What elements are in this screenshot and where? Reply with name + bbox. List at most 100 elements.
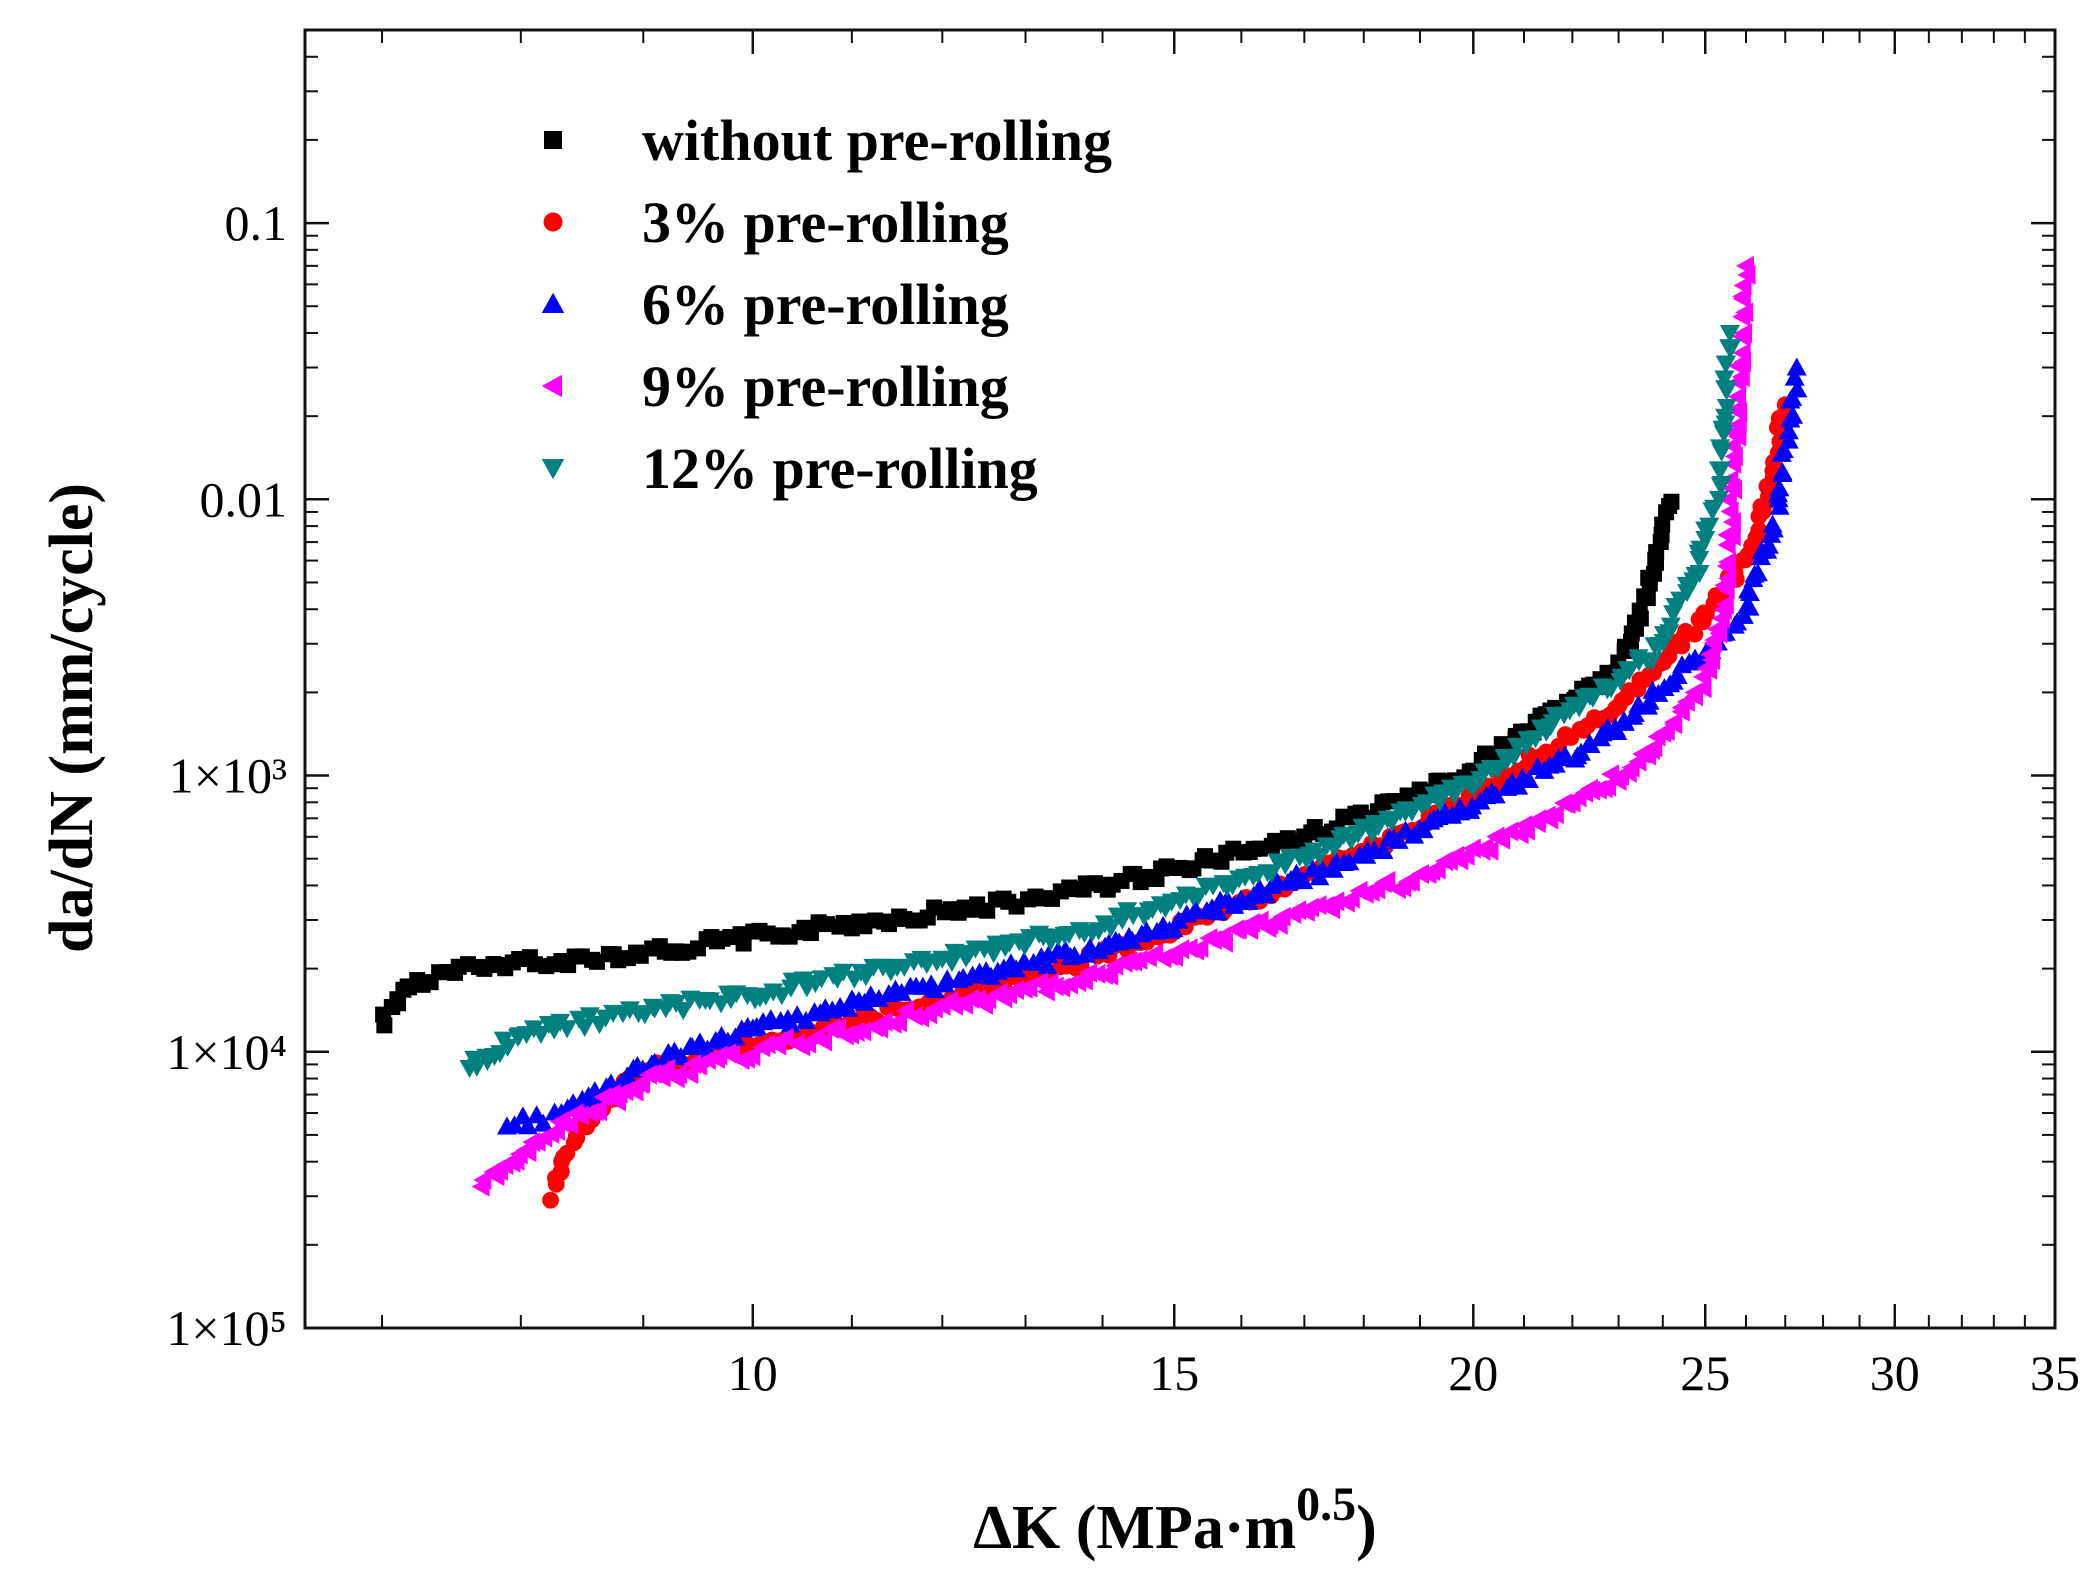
data-point [1709, 490, 1730, 509]
data-point [1272, 906, 1291, 927]
data-point [1129, 949, 1148, 970]
data-point [771, 987, 792, 1006]
series-2 [542, 396, 1794, 1209]
data-point [1462, 796, 1483, 815]
data-point [1293, 871, 1314, 890]
series-3 [496, 357, 1808, 1135]
data-point [1739, 597, 1760, 616]
data-point [466, 1058, 487, 1077]
data-point [1671, 701, 1690, 722]
data-point [1787, 379, 1808, 398]
data-point [1444, 786, 1465, 805]
legend-marker [544, 131, 562, 149]
data-point [673, 1002, 694, 1021]
data-point [1388, 830, 1409, 849]
data-point [924, 980, 945, 999]
x-tick-label: 20 [1448, 1345, 1498, 1401]
legend-marker [541, 459, 565, 480]
legend-marker [541, 374, 562, 398]
data-point [1783, 405, 1804, 424]
data-point [1750, 521, 1768, 539]
data-point [1739, 582, 1760, 601]
data-point [1758, 535, 1779, 554]
data-point [1624, 704, 1645, 723]
y-tick-label: 0.01 [200, 471, 288, 527]
y-tick-label: 1×10³ [169, 748, 287, 804]
data-point [1190, 938, 1209, 959]
data-point [1619, 662, 1640, 681]
data-point [560, 1114, 579, 1135]
data-point [1488, 760, 1509, 779]
data-point [1339, 852, 1360, 871]
y-axis-title: da/dN (mm/cycle) [38, 483, 106, 953]
data-point [1214, 932, 1233, 953]
data-point [589, 1101, 608, 1122]
data-point [1058, 926, 1079, 945]
data-point [1100, 965, 1119, 986]
data-point [615, 1081, 634, 1102]
data-point [818, 916, 835, 933]
data-point [542, 1191, 559, 1209]
legend-label: 3% pre-rolling [642, 190, 1009, 255]
data-point [1601, 680, 1622, 699]
data-point [1664, 712, 1683, 733]
x-axis-title: ΔK (MPa·m0.5) [973, 1478, 1377, 1562]
data-point [837, 998, 858, 1017]
x-axis-title-exponent: 0.5 [1296, 1478, 1356, 1531]
data-point [1663, 493, 1680, 510]
data-point [1256, 885, 1277, 904]
data-point [1571, 742, 1592, 761]
data-point [1087, 963, 1106, 984]
y-tick-label: 1×10⁴ [166, 1024, 287, 1080]
data-point [1667, 666, 1688, 685]
data-point [1733, 275, 1752, 296]
plot-frame [303, 28, 2057, 1330]
data-point [1708, 461, 1729, 480]
legend-marker [541, 292, 565, 313]
data-point [1700, 644, 1719, 665]
data-point [855, 968, 876, 987]
data-point [1326, 891, 1345, 912]
legend-label: 9% pre-rolling [642, 354, 1009, 419]
data-point [868, 988, 889, 1007]
data-point [1695, 531, 1716, 550]
data-point [1716, 399, 1737, 418]
data-point [1711, 475, 1732, 494]
legend-label: without pre-rolling [642, 108, 1112, 173]
data-point [1545, 804, 1564, 825]
data-point [1654, 516, 1671, 533]
data-point [709, 1045, 728, 1066]
data-point [757, 1034, 776, 1055]
data-point [1485, 785, 1506, 804]
data-point [1784, 367, 1805, 386]
data-point [517, 1116, 538, 1135]
data-point [1516, 820, 1535, 841]
x-axis-title-close: ) [1356, 1494, 1377, 1562]
data-point [1642, 652, 1663, 671]
data-point [1480, 840, 1499, 861]
x-axis-title-main: ΔK (MPa·m [973, 1494, 1296, 1562]
series-5 [459, 325, 1742, 1078]
x-axis-ticks: 10 15 20 25 30 35 [381, 30, 2080, 1401]
data-point [1261, 865, 1282, 884]
data-point [1401, 803, 1422, 822]
plot-area-border [303, 28, 2057, 1330]
x-tick-label: 35 [2030, 1345, 2080, 1401]
data-point [530, 1025, 551, 1044]
data-point [1718, 489, 1737, 510]
data-point [1580, 734, 1601, 753]
data-point [1689, 565, 1710, 584]
data-point [1207, 902, 1228, 921]
data-point [1311, 858, 1332, 877]
data-point [1352, 818, 1373, 837]
data-point [1719, 325, 1740, 344]
data-point [668, 1064, 687, 1085]
data-point [1401, 871, 1420, 892]
series-layer [375, 255, 1808, 1209]
data-point [742, 1046, 761, 1067]
legend: without pre-rolling 3% pre-rolling 6% pre-… [541, 108, 1112, 501]
data-point [811, 970, 832, 989]
data-point [1288, 900, 1307, 921]
data-point [1715, 594, 1734, 615]
data-point [1029, 972, 1048, 993]
